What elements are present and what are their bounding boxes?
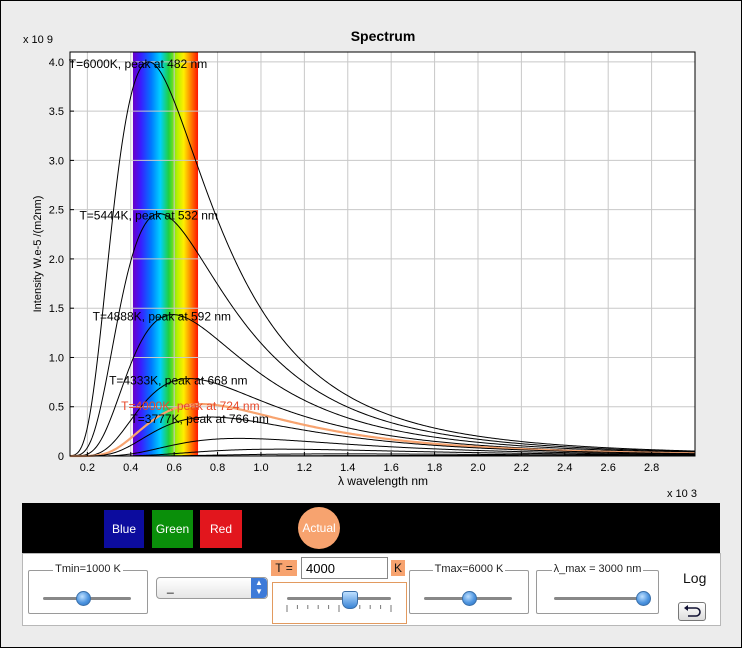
curve-label: T=3777K, peak at 766 nm bbox=[130, 412, 268, 426]
y-tick-label: 0 bbox=[58, 451, 64, 463]
color-bar: Blue Green Red Actual bbox=[22, 503, 720, 553]
control-panel: Tmin=1000 K _ ▲ ▼ T = 4000 K Tmax=6000 K bbox=[22, 553, 721, 626]
x-tick-label: 2.4 bbox=[557, 462, 572, 474]
t-value-field[interactable]: 4000 bbox=[301, 557, 388, 579]
swatch-actual: Actual bbox=[298, 507, 340, 549]
y-tick-label: 2.5 bbox=[49, 205, 64, 217]
curve-label: T=6000K, peak at 482 nm bbox=[69, 57, 207, 71]
t-slider-ticks bbox=[286, 605, 392, 612]
spectrum-curve bbox=[69, 61, 696, 457]
y-tick-label: 3.5 bbox=[49, 106, 64, 118]
x-axis-label: λ wavelength nm bbox=[338, 474, 428, 488]
t-value: 4000 bbox=[306, 561, 335, 576]
t-slider-box bbox=[272, 582, 407, 624]
x-tick-label: 1.8 bbox=[427, 462, 442, 474]
lambda-max-slider[interactable] bbox=[554, 597, 642, 600]
y-multiplier: x 10 9 bbox=[23, 34, 53, 46]
swatch-blue-label: Blue bbox=[111, 522, 137, 536]
swatch-green: Green bbox=[152, 510, 193, 548]
t-label: T = bbox=[271, 560, 297, 576]
x-tick-label: 0.6 bbox=[167, 462, 182, 474]
x-multiplier: x 10 3 bbox=[667, 488, 697, 500]
x-tick-label: 0.4 bbox=[123, 462, 138, 474]
spectrum-curve bbox=[70, 437, 696, 457]
plot-border bbox=[69, 51, 696, 457]
lambda-max-label: λ_max = 3000 nm bbox=[551, 563, 644, 575]
x-tick-label: 2.0 bbox=[470, 462, 485, 474]
curve-label: T=4000K, peak at 724 nm bbox=[121, 399, 259, 413]
spectrum-curve bbox=[70, 314, 696, 457]
y-tick-label: 3.0 bbox=[49, 155, 64, 167]
y-axis-label: Intensity W.e-5 /(m2nm) bbox=[32, 196, 44, 313]
tmin-slider-knob[interactable] bbox=[76, 591, 92, 606]
y-tick-label: 2.0 bbox=[49, 254, 64, 266]
x-tick-label: 2.8 bbox=[644, 462, 659, 474]
t-slider[interactable] bbox=[287, 597, 391, 600]
swatch-red-label: Red bbox=[209, 522, 232, 536]
tmax-slider-knob[interactable] bbox=[461, 591, 477, 606]
log-label[interactable]: Log bbox=[683, 570, 707, 586]
preset-dropdown-value: _ bbox=[167, 580, 174, 594]
x-tick-label: 1.2 bbox=[297, 462, 312, 474]
swatch-blue: Blue bbox=[104, 510, 144, 548]
tmax-label: Tmax=6000 K bbox=[432, 563, 506, 575]
chart-title: Spectrum bbox=[351, 28, 416, 44]
x-tick-label: 0.8 bbox=[210, 462, 225, 474]
t-unit: K bbox=[391, 560, 405, 576]
dropdown-arrows-icon: ▲ ▼ bbox=[251, 578, 267, 598]
y-tick-label: 1.5 bbox=[49, 303, 64, 315]
undo-button[interactable] bbox=[678, 602, 706, 621]
lambda-max-group: λ_max = 3000 nm bbox=[536, 563, 659, 614]
t-slider-knob[interactable] bbox=[342, 591, 359, 609]
tmin-group: Tmin=1000 K bbox=[28, 563, 148, 614]
spectrum-curve bbox=[70, 416, 696, 457]
x-tick-label: 0.2 bbox=[80, 462, 95, 474]
tmax-group: Tmax=6000 K bbox=[409, 563, 529, 614]
undo-icon bbox=[684, 605, 701, 617]
visible-spectrum-band bbox=[132, 52, 199, 456]
y-tick-label: 1.0 bbox=[49, 352, 64, 364]
x-tick-label: 2.2 bbox=[514, 462, 529, 474]
curve-label: T=4333K, peak at 668 nm bbox=[109, 374, 247, 388]
curve-label: T=4888K, peak at 592 nm bbox=[93, 310, 231, 324]
y-tick-label: 4.0 bbox=[49, 57, 64, 69]
preset-dropdown[interactable]: _ ▲ ▼ bbox=[156, 577, 268, 599]
y-tick-label: 0.5 bbox=[49, 402, 64, 414]
curve-label: T=5444K, peak at 532 nm bbox=[79, 209, 217, 223]
x-tick-label: 1.4 bbox=[340, 462, 355, 474]
spectrum-curve bbox=[69, 213, 696, 457]
x-tick-label: 1.0 bbox=[253, 462, 268, 474]
spectrum-chart: T=6000K, peak at 482 nm T=5444K, peak at … bbox=[23, 28, 697, 500]
swatch-red: Red bbox=[200, 510, 242, 548]
x-tick-label: 1.6 bbox=[384, 462, 399, 474]
swatch-actual-label: Actual bbox=[302, 521, 336, 535]
swatch-green-label: Green bbox=[155, 522, 190, 536]
lambda-max-slider-knob[interactable] bbox=[635, 591, 651, 606]
tmin-label: Tmin=1000 K bbox=[53, 563, 123, 575]
x-tick-label: 2.6 bbox=[601, 462, 616, 474]
